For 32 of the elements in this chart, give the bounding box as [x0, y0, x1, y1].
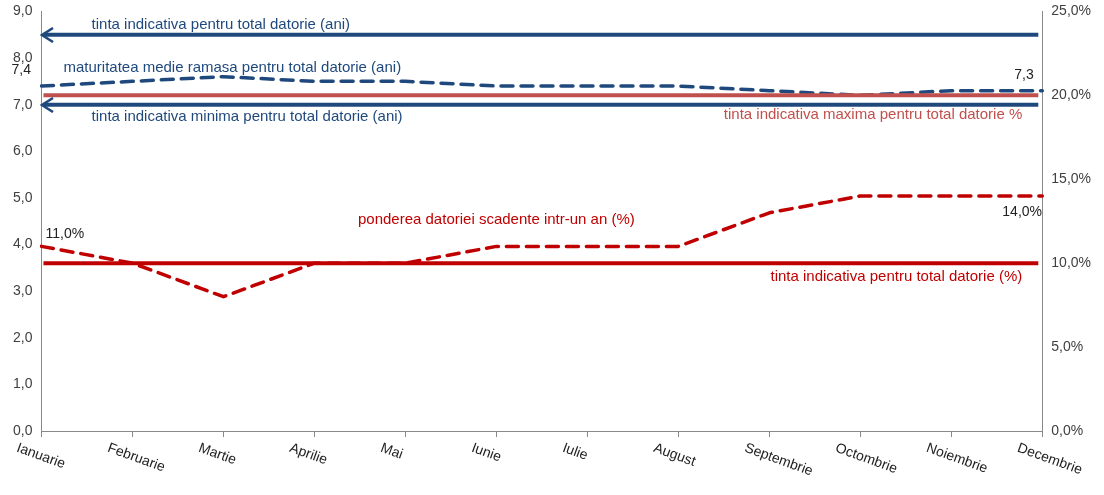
data-label: 14,0% [1002, 203, 1043, 220]
x-tick-label: Martie [196, 438, 239, 468]
x-tick-label: Iulie [560, 438, 591, 463]
y-tick-label: 4,0 [12, 235, 33, 252]
y-tick-label: 7,0 [12, 95, 33, 112]
y-tick-label: 0,0 [12, 421, 33, 438]
y-tick-label: 2,0 [12, 328, 33, 345]
y-tick-label: 3,0 [12, 281, 33, 298]
ref-line-label: tinta indicativa maxima pentru total datorie % [723, 105, 1023, 123]
x-tick-label: August [651, 438, 699, 469]
ref-line-label: tinta indicativa minima pentru total datorie (ani) [91, 106, 403, 124]
x-tick-label: Iunie [469, 438, 504, 465]
series-label: ponderea datoriei scadente intr-un an (%) [357, 210, 635, 228]
ref-line-label: tinta indicativa pentru total datorie (%) [770, 267, 1023, 285]
y2-tick-label: 25,0% [1051, 2, 1092, 19]
data-label: 11,0% [45, 225, 85, 242]
x-tick-label: Aprilie [287, 438, 330, 468]
y2-tick-label: 15,0% [1051, 170, 1092, 187]
y-tick-label: 1,0 [12, 375, 33, 392]
y2-tick-label: 5,0% [1051, 337, 1084, 354]
y2-tick-label: 10,0% [1051, 254, 1092, 271]
y-tick-label: 5,0 [12, 188, 33, 205]
y-tick-label: 8,0 [12, 48, 33, 65]
y2-tick-label: 0,0% [1051, 421, 1084, 438]
ref-line-label: tinta indicativa pentru total datorie (ani) [91, 14, 351, 32]
data-label: 7,3 [1014, 65, 1034, 82]
x-tick-label: Mai [378, 438, 406, 462]
y-tick-label: 6,0 [12, 142, 33, 159]
series-label: maturitatea medie ramasa pentru total datorie (ani) [63, 58, 402, 75]
line-series [39, 194, 1045, 299]
y2-tick-label: 20,0% [1051, 86, 1092, 103]
y-tick-label: 9,0 [12, 2, 33, 19]
